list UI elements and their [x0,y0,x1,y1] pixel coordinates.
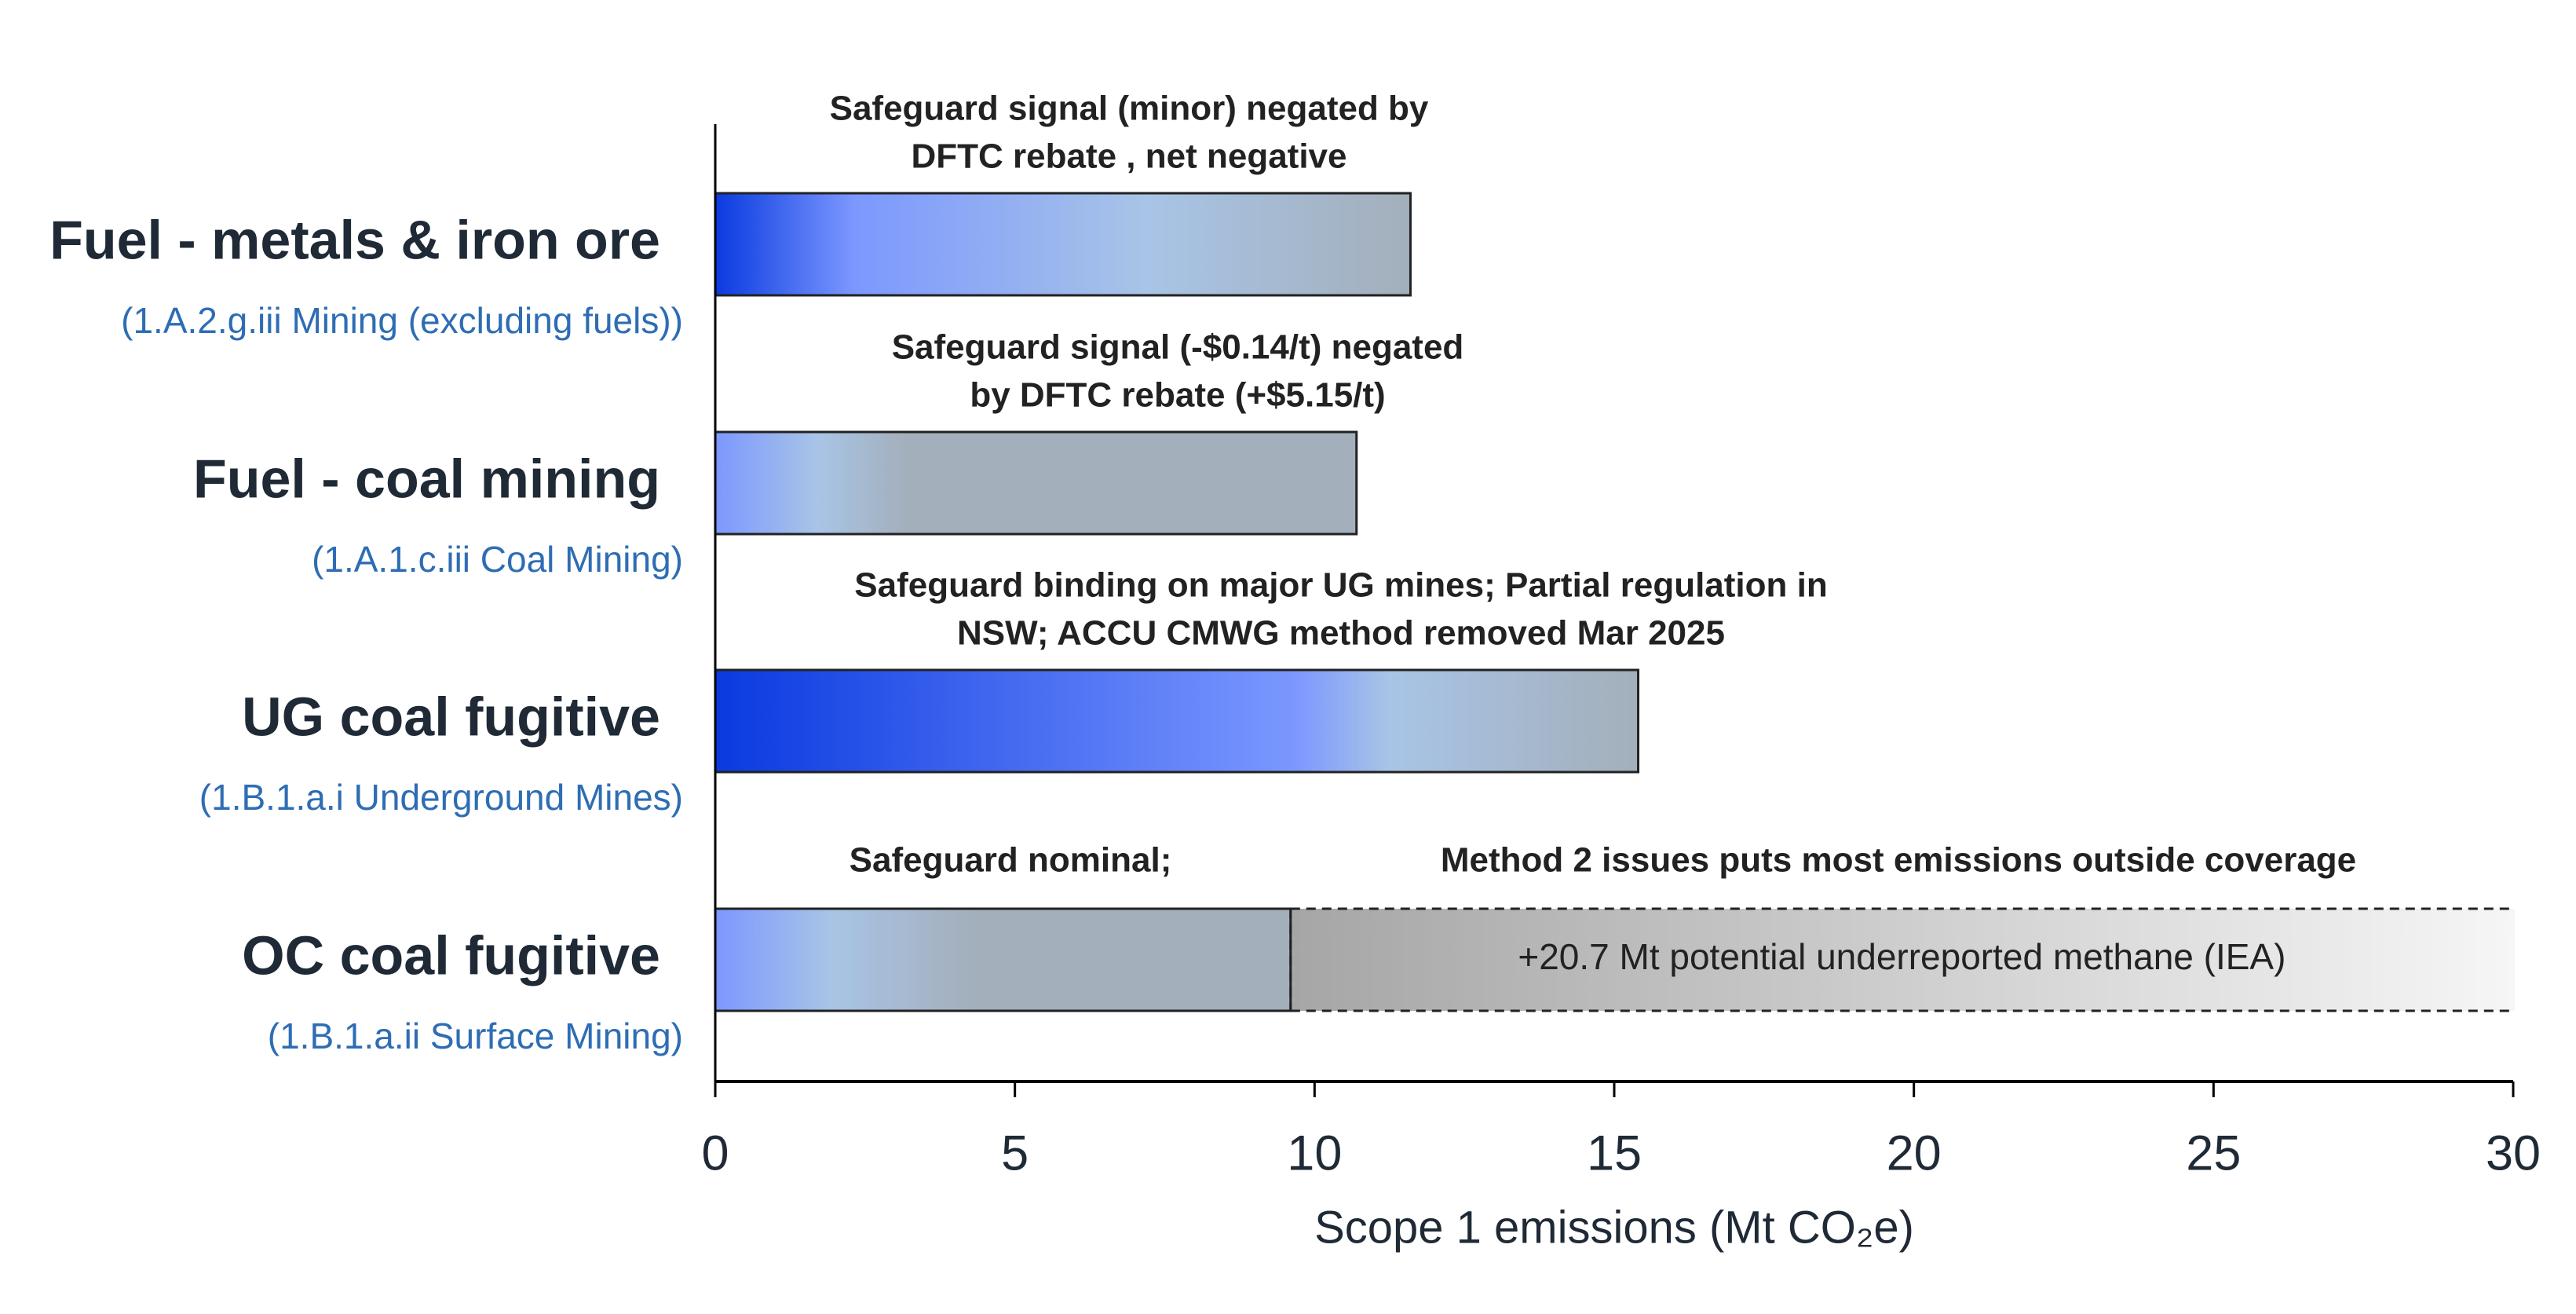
category-label: OC coal fugitive [242,924,660,986]
annotation: Safeguard signal (minor) negated by [830,90,1429,128]
plot-area [1290,907,2515,1012]
extension-bar [1290,909,2515,1011]
x-tick-label: 10 [1287,1126,1342,1181]
x-tick-label: 15 [1587,1126,1642,1181]
x-axis-title: Scope 1 emissions (Mt CO₂e) [1314,1202,1914,1253]
bar [714,907,1292,1012]
category-label: Fuel - metals & iron ore [49,209,660,270]
x-tick-label: 25 [2186,1126,2241,1181]
x-tick-label: 20 [1887,1126,1942,1181]
category-code: (1.A.2.g.iii Mining (excluding fuels)) [121,300,683,341]
annotation: Safeguard binding on major UG mines; Par… [854,566,1827,605]
category-code: (1.B.1.a.i Underground Mines) [199,777,683,818]
bar [714,668,1640,774]
annotation: DFTC rebate , net negative [911,137,1346,176]
category-label: Fuel - coal mining [193,448,660,509]
annotation: Safeguard nominal; [850,841,1172,880]
annotation: Method 2 issues puts most emissions outs… [1441,841,2356,880]
category-code: (1.B.1.a.ii Surface Mining) [268,1016,683,1056]
extension-label: +20.7 Mt potential underreported methane… [1518,936,2286,977]
x-tick-label: 5 [1001,1126,1029,1181]
category-label: UG coal fugitive [242,686,660,747]
annotation: Safeguard signal (-$0.14/t) negated [892,328,1464,367]
annotation: by DFTC rebate (+$5.15/t) [970,376,1385,415]
x-tick-label: 30 [2486,1126,2541,1181]
bar [714,430,1358,536]
category-code: (1.A.1.c.iii Coal Mining) [312,539,683,580]
bar [714,192,1412,297]
annotation: NSW; ACCU CMWG method removed Mar 2025 [957,614,1725,653]
x-tick-label: 0 [701,1126,729,1181]
